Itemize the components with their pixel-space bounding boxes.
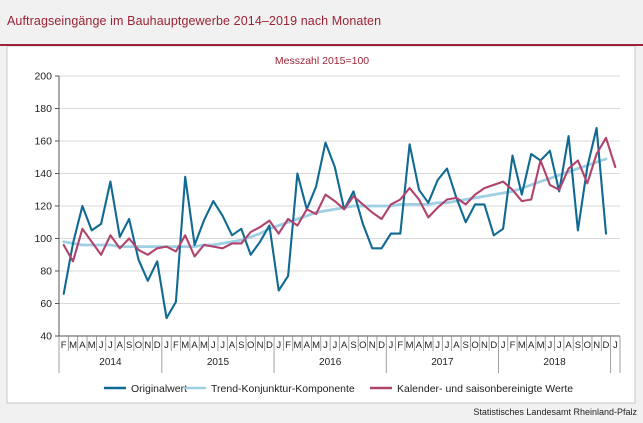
month-label: S	[238, 340, 244, 351]
month-label: O	[359, 340, 366, 351]
month-label: A	[565, 340, 572, 351]
month-label: A	[341, 340, 348, 351]
series-lines	[62, 126, 617, 320]
series-line-0	[62, 126, 608, 320]
month-label: A	[229, 340, 236, 351]
month-label: A	[117, 340, 124, 351]
chart-subtitle: Messzahl 2015=100	[275, 55, 369, 67]
y-tick-label: 100	[34, 233, 52, 245]
month-label: D	[490, 340, 497, 351]
legend-label: Kalender- und saisonbereinigte Werte	[397, 383, 573, 395]
y-tick-label: 200	[34, 71, 52, 83]
month-label: O	[247, 340, 254, 351]
legend-label: Originalwert	[131, 383, 187, 395]
month-label: F	[510, 340, 516, 351]
month-label: M	[293, 340, 301, 351]
y-tick-label: 40	[40, 331, 52, 343]
month-label: F	[397, 340, 403, 351]
month-label: M	[181, 340, 189, 351]
month-label: J	[501, 340, 506, 351]
source-note: Statistisches Landesamt Rheinland-Pfalz	[473, 407, 637, 417]
y-tick-label: 80	[40, 266, 52, 278]
legend-label: Trend-Konjunktur-Komponente	[211, 383, 355, 395]
month-label: A	[453, 340, 460, 351]
month-label: A	[79, 340, 86, 351]
month-label: D	[266, 340, 273, 351]
month-label: D	[378, 340, 385, 351]
month-label: S	[126, 340, 132, 351]
month-label: M	[69, 340, 77, 351]
year-label: 2014	[99, 357, 122, 368]
month-label: F	[61, 340, 67, 351]
month-label: F	[173, 340, 179, 351]
month-label: O	[471, 340, 478, 351]
month-label: J	[548, 340, 553, 351]
month-label: S	[463, 340, 469, 351]
month-label: A	[304, 340, 311, 351]
month-label: J	[108, 340, 113, 351]
month-label: J	[445, 340, 450, 351]
title-bar: Auftragseingänge im Bauhauptgewerbe 2014…	[0, 0, 643, 44]
month-label: N	[144, 340, 151, 351]
month-label: O	[584, 340, 591, 351]
month-label: M	[88, 340, 96, 351]
month-label: N	[369, 340, 376, 351]
series-line-2	[62, 136, 617, 263]
y-tick-label: 140	[34, 168, 52, 180]
y-tick-label: 120	[34, 201, 52, 213]
month-label: J	[332, 340, 337, 351]
year-label: 2016	[319, 357, 342, 368]
month-label: M	[537, 340, 545, 351]
year-label: 2018	[543, 357, 566, 368]
month-label: N	[257, 340, 264, 351]
month-label: A	[416, 340, 423, 351]
month-label: J	[220, 340, 225, 351]
month-label: D	[154, 340, 161, 351]
month-label: J	[164, 340, 169, 351]
month-label: J	[211, 340, 216, 351]
month-label: J	[557, 340, 562, 351]
month-label: J	[389, 340, 394, 351]
year-label: 2017	[431, 357, 454, 368]
month-label: N	[593, 340, 600, 351]
month-label: M	[312, 340, 320, 351]
month-label: N	[481, 340, 488, 351]
legend: Originalwert Trend-Konjunktur-Komponente K…	[104, 383, 573, 395]
month-label: D	[603, 340, 610, 351]
month-label: M	[518, 340, 526, 351]
y-tick-label: 180	[34, 103, 52, 115]
month-label: M	[424, 340, 432, 351]
y-tick-label: 60	[40, 298, 52, 310]
month-label: O	[135, 340, 142, 351]
y-tick-label: 160	[34, 136, 52, 148]
month-label: M	[200, 340, 208, 351]
month-label: A	[191, 340, 198, 351]
month-label: J	[435, 340, 440, 351]
month-label: J	[99, 340, 104, 351]
line-chart: Messzahl 2015=100 40 60 80 100 120 140 160 180 2…	[6, 46, 636, 404]
month-label: J	[613, 340, 618, 351]
title-divider	[0, 44, 643, 46]
series-line-1	[62, 157, 608, 249]
month-label: S	[350, 340, 356, 351]
page-title: Auftragseingänge im Bauhauptgewerbe 2014…	[7, 14, 382, 28]
y-axis: 40 60 80 100 120 140 160 180 200	[34, 71, 60, 343]
month-label: J	[323, 340, 328, 351]
month-label: F	[285, 340, 291, 351]
month-label: A	[528, 340, 535, 351]
year-label: 2015	[207, 357, 230, 368]
month-label: M	[406, 340, 414, 351]
month-label: J	[276, 340, 281, 351]
month-label: S	[575, 340, 581, 351]
